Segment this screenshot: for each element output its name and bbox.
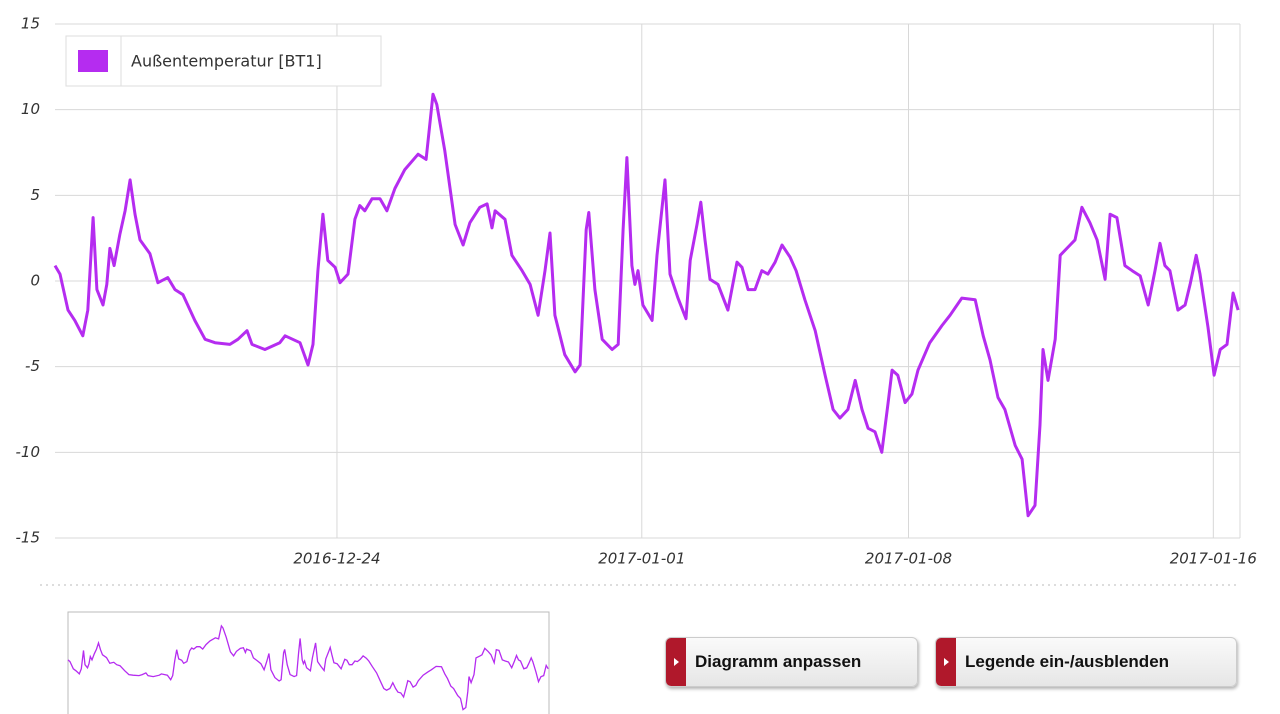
button-strip bbox=[666, 638, 686, 686]
y-tick-label: -10 bbox=[16, 443, 41, 461]
y-tick-label: -5 bbox=[25, 357, 40, 375]
legend-label: Außentemperatur [BT1] bbox=[131, 52, 322, 71]
button-strip bbox=[936, 638, 956, 686]
button-label[interactable]: Diagramm anpassen bbox=[695, 652, 862, 671]
y-tick-label: -15 bbox=[16, 529, 41, 547]
overview-line bbox=[67, 624, 549, 711]
x-tick-label: 2017-01-16 bbox=[1170, 550, 1257, 568]
legend-box bbox=[65, 35, 382, 87]
legend: Außentemperatur [BT1] bbox=[65, 35, 382, 87]
y-tick-label: 15 bbox=[21, 15, 40, 33]
legend-swatch bbox=[78, 50, 108, 72]
y-tick-label: 10 bbox=[21, 100, 40, 118]
button-label[interactable]: Legende ein-/ausblenden bbox=[965, 652, 1170, 671]
x-tick-label: 2017-01-01 bbox=[598, 550, 685, 568]
x-tick-label: 2017-01-08 bbox=[865, 550, 952, 568]
x-tick-label: 2016-12-24 bbox=[293, 550, 380, 568]
button[interactable]: Diagramm anpassen bbox=[665, 637, 918, 687]
overview-frame bbox=[67, 611, 550, 714]
button[interactable]: Legende ein-/ausblenden bbox=[935, 637, 1237, 687]
y-tick-label: 5 bbox=[30, 186, 40, 204]
y-tick-label: 0 bbox=[30, 272, 40, 290]
data-line bbox=[53, 92, 1240, 518]
